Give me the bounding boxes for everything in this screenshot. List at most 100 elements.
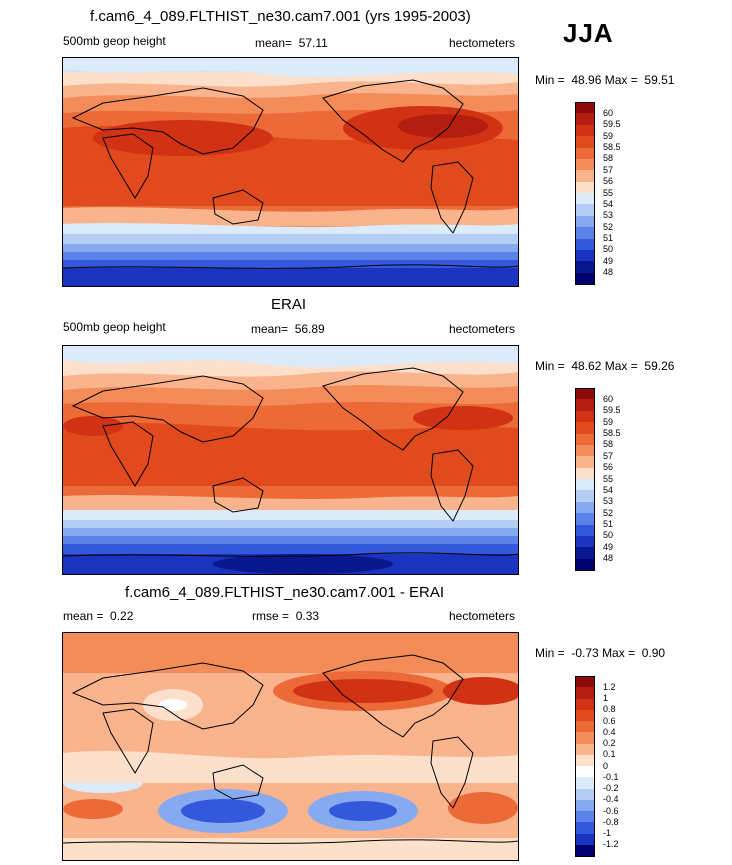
panel2-minmax: Min = 48.62 Max = 59.26 bbox=[535, 359, 675, 373]
colorbar-label: 0.2 bbox=[603, 738, 616, 748]
colorbar-swatch bbox=[575, 754, 595, 767]
panel2-colorbar: 60 59.5 59 58.5 58 57 56 55 54 53 52 51 50 49 48 bbox=[575, 388, 635, 571]
panel3-minmax: Min = -0.73 Max = 0.90 bbox=[535, 646, 666, 660]
colorbar-swatch bbox=[575, 479, 595, 491]
panel3-mean: mean = 0.22 bbox=[63, 609, 134, 623]
colorbar-swatch bbox=[575, 261, 595, 274]
colorbar-swatch bbox=[575, 490, 595, 503]
season-label: JJA bbox=[563, 18, 614, 48]
colorbar-swatch bbox=[575, 204, 595, 217]
colorbar-label: 0.8 bbox=[603, 704, 616, 715]
colorbar-swatch bbox=[575, 249, 595, 262]
colorbar-swatch bbox=[575, 676, 595, 688]
colorbar-swatch bbox=[575, 272, 595, 285]
colorbar-label: 57 bbox=[603, 164, 614, 175]
colorbar-swatch bbox=[575, 766, 595, 778]
colorbar-swatch bbox=[575, 558, 595, 571]
colorbar-swatch bbox=[575, 844, 595, 857]
colorbar-swatch bbox=[575, 433, 595, 446]
colorbar-swatch bbox=[575, 181, 595, 194]
colorbar-label: 59.5 bbox=[603, 405, 621, 416]
colorbar-label: 54 bbox=[603, 198, 614, 209]
colorbar-label: 59 bbox=[603, 416, 614, 427]
colorbar-label: 52 bbox=[603, 221, 614, 232]
colorbar-label: 58 bbox=[603, 153, 614, 164]
colorbar-swatch bbox=[575, 777, 595, 789]
colorbar-swatch bbox=[575, 170, 595, 183]
colorbar-label: 49 bbox=[603, 255, 614, 266]
colorbar-label: 58.5 bbox=[603, 142, 621, 152]
colorbar-swatch bbox=[575, 215, 595, 228]
colorbar-swatch bbox=[575, 743, 595, 756]
colorbar-label: 0.1 bbox=[603, 749, 616, 760]
colorbar-label: 57 bbox=[603, 450, 614, 461]
colorbar-label: 55 bbox=[603, 473, 614, 484]
colorbar-swatch bbox=[575, 410, 595, 423]
colorbar-label: 50 bbox=[603, 530, 614, 541]
colorbar-label: -1 bbox=[603, 828, 612, 838]
colorbar-swatch bbox=[575, 136, 595, 148]
colorbar-swatch bbox=[575, 822, 595, 834]
colorbar-swatch bbox=[575, 399, 595, 412]
colorbar-label: 56 bbox=[603, 176, 614, 187]
colorbar-swatch bbox=[575, 422, 595, 434]
colorbar-label: 58 bbox=[603, 439, 614, 450]
panel2-units: hectometers bbox=[449, 322, 516, 336]
colorbar-swatch bbox=[575, 513, 595, 525]
colorbar-swatch bbox=[575, 687, 595, 699]
colorbar-swatch bbox=[575, 811, 595, 823]
colorbar-swatch bbox=[575, 709, 595, 722]
panel1-variable: 500mb geop height bbox=[63, 34, 166, 48]
colorbar-swatch bbox=[575, 799, 595, 812]
panel2-variable: 500mb geop height bbox=[63, 320, 166, 334]
colorbar-label: 60 bbox=[603, 107, 614, 118]
colorbar-swatch bbox=[575, 833, 595, 846]
colorbar-label: -0.6 bbox=[603, 805, 619, 816]
panel1-field bbox=[63, 58, 518, 286]
colorbar-swatch bbox=[575, 238, 595, 251]
panel1-title: f.cam6_4_089.FLTHIST_ne30.cam7.001 (yrs … bbox=[90, 8, 471, 25]
colorbar-label: 49 bbox=[603, 541, 614, 552]
colorbar-swatch bbox=[575, 158, 595, 171]
colorbar-swatch bbox=[575, 721, 595, 733]
colorbar-label: 0 bbox=[603, 760, 609, 771]
panel3-units: hectometers bbox=[449, 609, 516, 623]
colorbar-label: 54 bbox=[603, 484, 614, 495]
colorbar-label: -0.1 bbox=[603, 771, 619, 782]
colorbar-label: 55 bbox=[603, 187, 614, 198]
colorbar-swatch bbox=[575, 388, 595, 400]
panel3-map bbox=[62, 632, 519, 861]
colorbar-label: 52 bbox=[603, 507, 614, 518]
panel1-colorbar: 60 59.5 59 58.5 58 57 56 55 54 53 52 51 50 49 48 bbox=[575, 102, 635, 285]
panel3-colorbar: 1.2 1 0.8 0.6 0.4 0.2 0.1 0 -0.1 -0.2 -0.4 -0.6 -0.8… bbox=[575, 676, 635, 857]
colorbar-label: 58.5 bbox=[603, 428, 621, 438]
panel1-units: hectometers bbox=[449, 36, 516, 50]
colorbar-label: 53 bbox=[603, 210, 614, 221]
panel1-minmax: Min = 48.96 Max = 59.51 bbox=[535, 73, 675, 87]
colorbar-label: 60 bbox=[603, 393, 614, 404]
colorbar-label: -1.2 bbox=[603, 839, 619, 850]
colorbar-label: 51 bbox=[603, 519, 614, 529]
colorbar-label: -0.2 bbox=[603, 783, 619, 793]
colorbar-swatch bbox=[575, 524, 595, 537]
colorbar-label: 59.5 bbox=[603, 119, 621, 130]
colorbar-swatch bbox=[575, 732, 595, 744]
colorbar-label: 1.2 bbox=[603, 681, 616, 692]
colorbar-label: 51 bbox=[603, 233, 614, 243]
panel2-field bbox=[63, 346, 518, 574]
colorbar-swatch bbox=[575, 456, 595, 469]
colorbar-swatch bbox=[575, 113, 595, 126]
colorbar-label: 0.4 bbox=[603, 726, 616, 737]
colorbar-swatch bbox=[575, 788, 595, 801]
colorbar-swatch bbox=[575, 698, 595, 711]
panel2-mean: mean= 56.89 bbox=[251, 322, 325, 336]
colorbar-swatch bbox=[575, 547, 595, 560]
panel1-map bbox=[62, 57, 519, 287]
colorbar-swatch bbox=[575, 147, 595, 160]
colorbar-swatch bbox=[575, 102, 595, 114]
colorbar-label: 59 bbox=[603, 130, 614, 141]
panel1-mean: mean= 57.11 bbox=[255, 36, 328, 50]
colorbar-label: 1 bbox=[603, 693, 609, 703]
panel2-title: ERAI bbox=[271, 296, 307, 313]
colorbar-label: 50 bbox=[603, 244, 614, 255]
